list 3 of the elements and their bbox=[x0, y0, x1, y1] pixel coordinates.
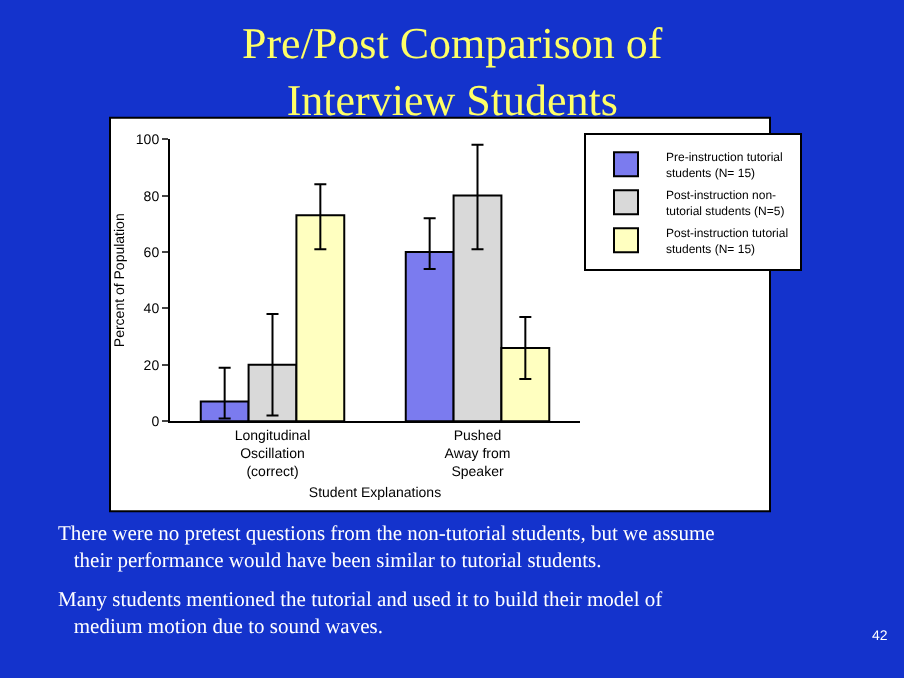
chart-title: Pre/Post Comparison of Interview Students bbox=[242, 18, 664, 126]
text: There were no pretest questions from the non-tutorial students, but we assume their performance would have been similar to tutorial students. bbox=[58, 524, 716, 574]
text: Many students mentioned the tutorial and used it to build their model of medium motion due to sound waves. bbox=[58, 590, 664, 640]
